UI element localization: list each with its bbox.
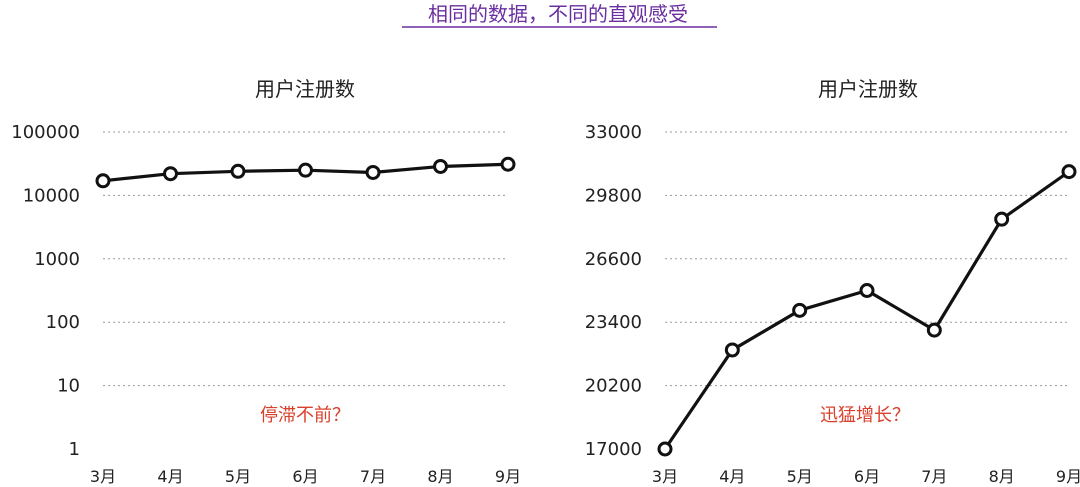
- chart-title-left: 用户注册数: [255, 77, 355, 101]
- main-title: 相同的数据，不同的直观感受: [428, 2, 688, 26]
- y-tick-label: 10000: [23, 185, 80, 206]
- x-tick-label: 3月: [90, 467, 116, 486]
- x-tick-label: 4月: [157, 467, 183, 486]
- chart-title-right: 用户注册数: [818, 77, 918, 101]
- x-tick-label: 7月: [921, 467, 947, 486]
- linear-scale-chart: 用户注册数 迅猛增长？ 17000 20200 23400 26600 29800 330…: [585, 77, 1080, 486]
- y-tick-label: 1: [69, 439, 80, 460]
- y-tick-label: 26600: [585, 249, 642, 270]
- x-tick-label: 3月: [652, 467, 678, 486]
- data-point: [792, 302, 808, 318]
- data-point: [724, 342, 740, 358]
- data-point: [163, 166, 178, 182]
- x-tick-label: 4月: [719, 467, 745, 486]
- data-point: [1061, 164, 1077, 180]
- x-tick-label: 8月: [427, 467, 453, 486]
- y-tick-label: 10: [57, 376, 80, 397]
- data-point: [365, 164, 381, 180]
- y-tick-label: 20200: [585, 376, 642, 397]
- data-point: [95, 173, 111, 189]
- y-tick-label: 100000: [11, 122, 80, 143]
- x-tick-label: 6月: [292, 467, 318, 486]
- data-point: [298, 162, 313, 178]
- log-scale-chart: 用户注册数 停滞不前？ 1 10 100 1000 10000 100000 3月 4月 5月 6…: [11, 77, 521, 486]
- x-tick-label: 5月: [225, 467, 251, 486]
- data-point: [433, 158, 448, 174]
- x-tick-label: 6月: [854, 467, 880, 486]
- y-tick-label: 33000: [585, 122, 642, 143]
- data-point: [230, 163, 246, 179]
- annotation-left: 停滞不前？: [260, 405, 350, 426]
- y-tick-label: 29800: [585, 185, 642, 206]
- data-point: [994, 211, 1010, 227]
- data-point: [657, 441, 673, 457]
- data-point: [926, 322, 942, 338]
- x-tick-label: 5月: [787, 467, 813, 486]
- x-tick-label: 9月: [495, 467, 521, 486]
- data-point: [859, 283, 875, 298]
- x-tick-label: 8月: [989, 467, 1015, 486]
- y-tick-label: 1000: [34, 249, 80, 270]
- y-tick-label: 23400: [585, 312, 642, 333]
- x-tick-label: 9月: [1056, 467, 1080, 486]
- x-tick-label: 7月: [360, 467, 386, 486]
- y-tick-label: 100: [46, 312, 80, 333]
- annotation-right: 迅猛增长？: [820, 405, 910, 426]
- y-tick-label: 17000: [585, 439, 642, 460]
- data-point: [500, 156, 516, 172]
